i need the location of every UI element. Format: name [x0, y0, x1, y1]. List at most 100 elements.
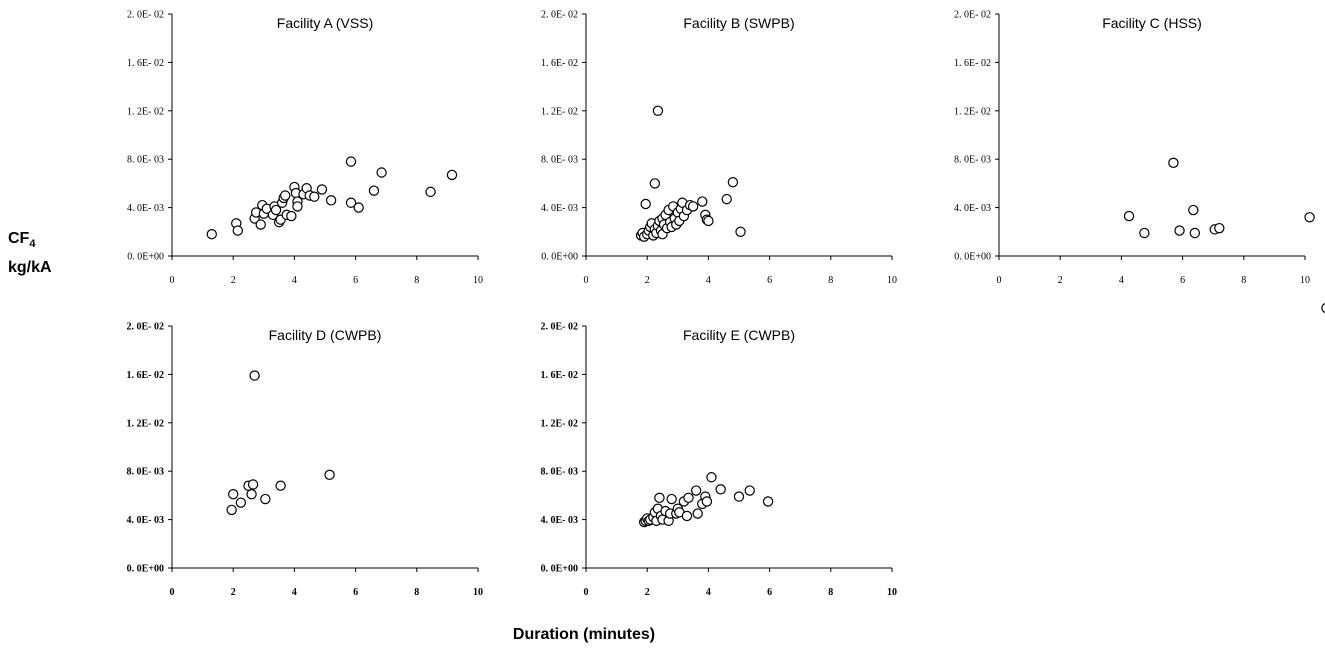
facility-a-vss-data-point: [425, 186, 436, 198]
facility-d-cwpb-x-tick-label: 2: [231, 587, 236, 598]
y-axis-unit-label: kg/kA: [8, 259, 52, 276]
facility-d-cwpb-y-tick-label: 2. 0E- 02: [127, 322, 165, 333]
facility-a-vss-y-tick-label: 1. 6E- 02: [127, 58, 164, 69]
facility-c-hss-y-tick-label: 8. 0E- 03: [954, 155, 991, 166]
facility-c-hss-x-tick-label: 10: [1300, 275, 1310, 286]
facility-d-cwpb-data-point: [275, 480, 286, 491]
facility-a-vss-x-tick-label: 0: [170, 275, 175, 286]
facility-e-cwpb-data-point: [683, 492, 694, 504]
facility-d-cwpb-data-point: [249, 370, 260, 381]
facility-a-vss-data-point: [309, 191, 320, 202]
facility-b-swpb-data-point: [721, 193, 732, 205]
facility-e-cwpb-x-tick-label: 10: [887, 587, 897, 598]
facility-a-vss-y-tick-label: 1. 2E- 02: [127, 106, 164, 117]
facility-c-hss-x-tick-label: 2: [1058, 275, 1063, 286]
facility-d-cwpb-y-tick-label: 4. 0E- 03: [127, 515, 165, 526]
facility-b-swpb-x-tick-label: 2: [645, 275, 650, 286]
facility-c-hss-data-point: [1168, 157, 1179, 169]
facility-e-cwpb-data-point: [715, 484, 726, 495]
y-axis-label-main: CF: [8, 230, 30, 247]
facility-a-vss-data-point: [345, 197, 357, 208]
y-axis-label: CF4: [8, 230, 36, 250]
facility-c-hss-y-tick-label: 1. 6E- 02: [954, 58, 991, 69]
panel-facility-a-vss: 0. 0E+00 4. 0E- 03 8. 0E- 03 1. 2E- 02 1. 6E…: [127, 10, 483, 287]
facility-a-vss-y-tick-label: 0. 0E+00: [127, 252, 164, 263]
facility-a-vss-data-point: [286, 210, 297, 222]
facility-c-hss-title: Facility C (HSS): [1102, 15, 1202, 31]
facility-b-swpb-y-tick-label: 8. 0E- 03: [541, 155, 578, 166]
facility-d-cwpb-y-tick-label: 0. 0E+00: [127, 564, 164, 575]
facility-a-vss-data-point: [206, 229, 217, 240]
facility-d-cwpb-x-tick-label: 8: [414, 587, 419, 598]
facility-e-cwpb-y-tick-label: 8. 0E- 03: [541, 467, 579, 478]
facility-c-hss-data-point: [1123, 210, 1135, 222]
facility-b-swpb-y-tick-label: 2. 0E- 02: [541, 10, 578, 21]
facility-a-vss-x-tick-label: 4: [292, 275, 297, 286]
facility-d-cwpb-data-point: [247, 479, 259, 490]
facility-d-cwpb-data-point: [324, 469, 335, 481]
facility-a-vss-data-point: [446, 169, 458, 181]
facility-a-vss-y-tick-label: 8. 0E- 03: [127, 155, 164, 166]
facility-b-swpb-data-point: [727, 176, 739, 188]
facility-c-hss-data-point: [1139, 227, 1150, 239]
facility-b-swpb-data-point: [649, 178, 661, 189]
facility-d-cwpb-x-tick-label: 0: [170, 587, 175, 598]
facility-d-cwpb-data-point: [227, 488, 239, 500]
facility-c-hss-y-tick-label: 0. 0E+00: [954, 252, 991, 263]
facility-b-swpb-x-tick-label: 8: [828, 275, 833, 286]
facility-c-hss-x-tick-label: 4: [1119, 275, 1124, 286]
panel-facility-b-swpb: 0. 0E+00 4. 0E- 03 8. 0E- 03 1. 2E- 02 1. 6E…: [541, 10, 897, 287]
facility-c-hss-data-point: [1188, 204, 1199, 216]
facility-b-swpb-x-tick-label: 10: [887, 275, 897, 286]
facility-e-cwpb-data-point: [654, 492, 665, 504]
facility-d-cwpb-title: Facility D (CWPB): [269, 327, 382, 343]
facility-c-hss-data-point: [1214, 222, 1225, 234]
facility-e-cwpb-data-point: [692, 508, 703, 519]
facility-a-vss-data-point: [232, 225, 243, 236]
facility-a-vss-y-tick-label: 2. 0E- 02: [127, 10, 164, 21]
facility-b-swpb-x-tick-label: 0: [584, 275, 589, 286]
facility-a-vss-y-tick-label: 4. 0E- 03: [127, 203, 164, 214]
facility-a-vss-x-tick-label: 10: [473, 275, 483, 286]
facility-e-cwpb-y-tick-label: 1. 2E- 02: [541, 418, 579, 429]
facility-e-cwpb-x-tick-label: 8: [828, 587, 833, 598]
facility-e-cwpb-x-tick-label: 2: [645, 587, 650, 598]
facility-a-vss-data-point: [255, 219, 266, 230]
facility-e-cwpb-y-tick-label: 4. 0E- 03: [541, 515, 579, 526]
facility-d-cwpb-x-tick-label: 6: [353, 587, 358, 598]
panels: 0. 0E+00 4. 0E- 03 8. 0E- 03 1. 2E- 02 1. 6E…: [127, 10, 1325, 599]
facility-c-hss-y-tick-label: 1. 2E- 02: [954, 106, 991, 117]
facility-e-cwpb-data-point: [690, 485, 702, 496]
facility-c-hss-x-tick-label: 0: [997, 275, 1002, 286]
facility-e-cwpb-data-point: [733, 491, 745, 502]
facility-e-cwpb-y-tick-label: 2. 0E- 02: [541, 322, 579, 333]
facility-b-swpb-data-point: [697, 196, 708, 207]
panel-facility-c-hss: 0. 0E+00 4. 0E- 03 8. 0E- 03 1. 2E- 02 1. 6E…: [954, 10, 1325, 314]
facility-a-vss-data-point: [270, 204, 282, 216]
facility-a-vss-x-tick-label: 2: [231, 275, 236, 286]
facility-c-hss-data-point: [1174, 225, 1185, 236]
facility-d-cwpb-y-tick-label: 1. 2E- 02: [127, 418, 165, 429]
facility-e-cwpb-y-tick-label: 0. 0E+00: [541, 564, 578, 575]
facility-e-cwpb-data-point: [681, 510, 693, 522]
facility-d-cwpb-data-point: [260, 493, 271, 505]
x-axis-label: Duration (minutes): [513, 626, 655, 643]
facility-b-swpb-y-tick-label: 1. 2E- 02: [541, 106, 578, 117]
facility-a-vss-data-point: [345, 156, 357, 167]
facility-b-swpb-data-point: [735, 226, 746, 237]
facility-b-swpb-x-tick-label: 6: [767, 275, 772, 286]
facility-a-vss-x-tick-label: 6: [353, 275, 358, 286]
facility-b-swpb-x-tick-label: 4: [706, 275, 711, 286]
facility-a-vss-data-point: [292, 201, 303, 212]
facility-d-cwpb-x-tick-label: 10: [473, 587, 483, 598]
facility-b-swpb-data-point: [640, 198, 651, 210]
facility-c-hss-data-point: [1304, 212, 1315, 223]
facility-e-cwpb-data-point: [666, 493, 677, 505]
facility-b-swpb-data-point: [703, 215, 714, 227]
facility-e-cwpb-y-tick-label: 1. 6E- 02: [541, 370, 579, 381]
facility-e-cwpb-data-point: [701, 496, 713, 507]
facility-e-cwpb-x-tick-label: 6: [767, 587, 772, 598]
panel-facility-d-cwpb: 0. 0E+00 4. 0E- 03 8. 0E- 03 1. 2E- 02 1. 6E…: [127, 322, 484, 599]
facility-b-swpb-title: Facility B (SWPB): [683, 15, 794, 31]
